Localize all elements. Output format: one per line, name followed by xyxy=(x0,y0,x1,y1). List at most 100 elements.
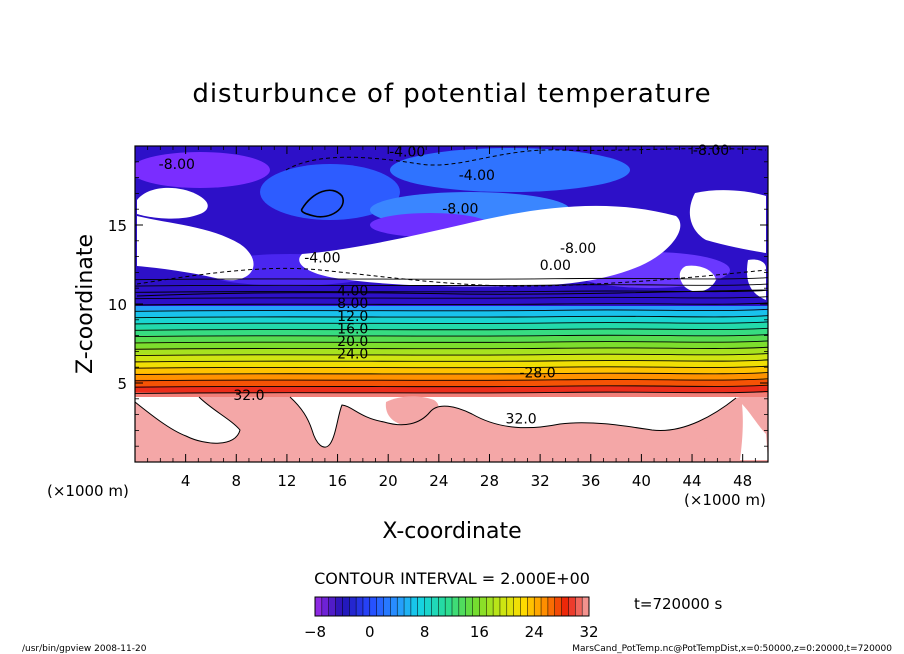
temperature-band xyxy=(135,392,768,400)
contour-line xyxy=(135,353,768,357)
x-tick-label: 28 xyxy=(480,472,499,490)
temperature-band xyxy=(135,386,768,394)
colorbar-segment xyxy=(541,597,549,616)
contour-label-text: 32.0 xyxy=(506,412,537,428)
colorbar-segment xyxy=(410,597,419,616)
x-tick-label: 8 xyxy=(232,472,242,490)
contour-label: -4.00 xyxy=(304,250,340,266)
contour-label: -4.00 xyxy=(459,168,495,184)
contour-label-text: -8.00 xyxy=(693,143,729,159)
contour-line xyxy=(136,289,767,297)
colorbar-segment xyxy=(424,597,432,616)
colorbar-segment xyxy=(431,597,439,616)
x-tick-label: 44 xyxy=(682,472,701,490)
contour-line xyxy=(135,346,768,350)
contour-label-text: 20.0 xyxy=(337,334,368,350)
colorbar-segment xyxy=(376,597,384,616)
contour-label-text: 4.00 xyxy=(337,284,368,300)
contour-line xyxy=(135,365,768,369)
contour-label-text: 12.0 xyxy=(337,309,368,325)
contour-label: 0.00 xyxy=(540,258,571,274)
colorbar-segment xyxy=(561,597,569,616)
colorbar-segment xyxy=(465,597,473,616)
missing-data-region xyxy=(299,205,681,287)
temperature-band xyxy=(135,373,768,381)
colorbar-tick-label: 24 xyxy=(525,623,544,641)
temperature-band xyxy=(135,341,768,349)
contour-label: 32.0 xyxy=(233,388,264,404)
x-tick-label: 40 xyxy=(632,472,651,490)
contour-interval-text: CONTOUR INTERVAL = 2.000E+00 xyxy=(314,569,590,588)
contour-line xyxy=(285,148,767,171)
colorbar-segment xyxy=(438,597,446,616)
colorbar-segment xyxy=(472,597,480,616)
colorbar-segment xyxy=(479,597,487,616)
colorbar-segment xyxy=(499,597,508,616)
contour-label-text: -4.00 xyxy=(459,168,495,184)
colorbar-segment xyxy=(356,597,364,616)
colorbar-segment xyxy=(445,597,453,616)
colorbar-segment xyxy=(506,597,514,616)
contour-line xyxy=(135,391,768,394)
contour-label-text: -28.0 xyxy=(519,366,555,382)
contour-line xyxy=(300,189,344,218)
colorbar-segment xyxy=(527,597,535,616)
contour-label: 12.0 xyxy=(337,309,368,325)
x-unit-label-left: (×1000 m) xyxy=(47,482,129,500)
contour-line xyxy=(135,296,768,300)
colorbar-segment xyxy=(520,597,528,616)
missing-data-region xyxy=(689,190,766,253)
colorbar-segment xyxy=(417,597,425,616)
chart-title: disturbunce of potential temperature xyxy=(192,79,711,109)
contour-line xyxy=(135,378,768,382)
colorbar-segment xyxy=(575,597,583,616)
contour-label-text: -4.00 xyxy=(304,250,340,266)
colorbar-segment xyxy=(493,597,501,616)
upper-blue-patch xyxy=(390,148,630,192)
temperature-band xyxy=(135,316,768,324)
contour-line xyxy=(135,283,768,287)
colorbar-segment xyxy=(342,597,350,616)
colorbar-segment xyxy=(582,597,590,616)
colorbar-segment xyxy=(404,597,412,616)
contour-line xyxy=(135,340,768,344)
colorbar-segment xyxy=(328,597,336,616)
contour-label-text: 16.0 xyxy=(337,321,368,337)
colorbar-segment xyxy=(335,597,343,616)
colorbar: −8 0 8 16 24 32 xyxy=(304,596,599,641)
contour-label: 32.0 xyxy=(506,412,537,428)
contour-line xyxy=(135,359,768,363)
temperature-band xyxy=(135,348,768,356)
missing-data-region xyxy=(385,396,439,426)
colorbar-segment xyxy=(397,597,405,616)
contour-lines-mid xyxy=(135,277,768,394)
contour-line xyxy=(135,396,241,444)
colorbar-segment xyxy=(315,597,323,616)
x-tick-label: 16 xyxy=(328,472,347,490)
contour-label: 24.0 xyxy=(337,347,368,363)
colorbar-segment xyxy=(458,597,466,616)
upper-blue-patch xyxy=(260,164,400,220)
x-tick-label: 20 xyxy=(379,472,398,490)
temperature-band xyxy=(135,322,768,330)
contour-line xyxy=(136,267,767,287)
colorbar-tick-label: 32 xyxy=(579,623,598,641)
contour-line xyxy=(135,321,768,325)
time-label: t=720000 s xyxy=(634,595,722,613)
missing-data-region xyxy=(740,404,768,460)
missing-data-region xyxy=(137,187,208,219)
contour-line xyxy=(135,302,768,306)
colorbar-segment xyxy=(554,597,562,616)
upper-disturbance-field xyxy=(135,146,768,306)
temperature-band xyxy=(135,360,768,368)
x-tick-label: 12 xyxy=(277,472,296,490)
contour-line xyxy=(135,372,768,375)
x-tick-label: 24 xyxy=(429,472,448,490)
temperature-band xyxy=(135,354,768,362)
temperature-band xyxy=(135,379,768,387)
colorbar-segment xyxy=(362,597,371,616)
y-tick-label: 5 xyxy=(117,375,127,393)
colorbar-segment xyxy=(534,597,542,616)
x-tick-label: 36 xyxy=(581,472,600,490)
